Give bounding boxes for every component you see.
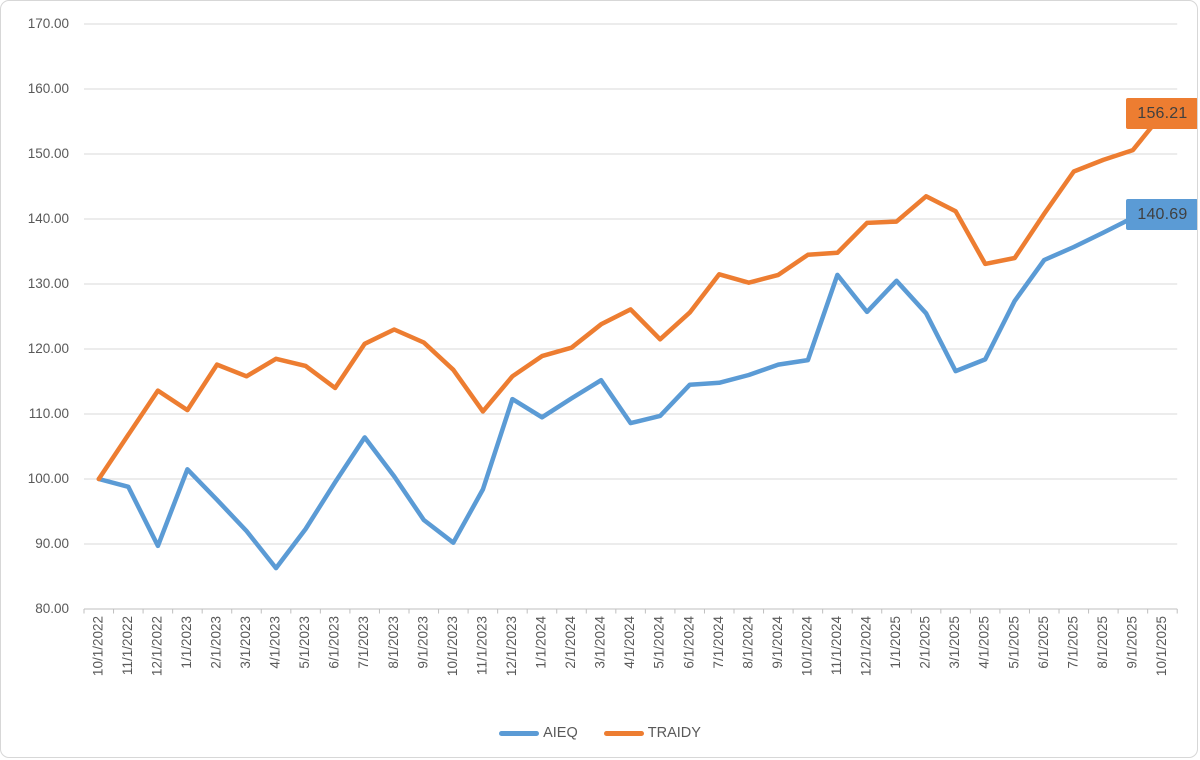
x-axis-tick-label: 8/1/2024 [740,616,755,669]
x-axis-tick-label: 3/1/2023 [238,616,253,669]
x-axis-tick-label: 11/1/2024 [829,616,844,676]
x-axis-tick-label: 6/1/2024 [681,616,696,669]
x-axis-tick-label: 8/1/2025 [1095,616,1110,669]
x-axis-tick-label: 5/1/2023 [297,616,312,669]
series-line-aieq [96,212,1165,571]
y-axis-tick-label: 100.00 [28,471,69,486]
legend-item-traidy[interactable]: TRAIDY [603,725,701,741]
y-axis-tick-label: 130.00 [28,276,69,291]
x-axis-tick-label: 2/1/2025 [918,616,933,669]
x-axis-tick-label: 7/1/2025 [1065,616,1080,669]
x-axis-tick-label: 10/1/2023 [445,616,460,676]
x-axis-tick-label: 11/1/2022 [120,616,135,675]
x-axis-tick-label: 3/1/2024 [593,616,608,669]
aieq-line-swatch-icon [499,730,540,736]
traidy-line-swatch-icon [603,730,644,736]
x-axis-tick-label: 2/1/2024 [563,616,578,669]
y-axis-tick-label: 90.00 [35,536,69,551]
y-axis-tick-label: 170.00 [28,16,69,31]
x-axis-tick-label: 5/1/2025 [1006,616,1021,669]
x-axis-tick-label: 7/1/2024 [711,616,726,669]
legend: AIEQ TRAIDY [1,720,1197,746]
data-label-traidy[interactable]: 156.21 [1126,98,1197,130]
x-axis-tick-label: 7/1/2023 [356,616,371,669]
y-axis-tick-label: 140.00 [28,211,69,226]
x-axis-tick-label: 10/1/2022 [90,616,105,676]
legend-item-aieq[interactable]: AIEQ [499,725,578,741]
x-axis-tick-label: 12/1/2022 [149,616,164,676]
x-axis-tick-label: 2/1/2023 [209,616,224,669]
x-axis-tick-label: 6/1/2025 [1036,616,1051,669]
x-axis-tick-label: 4/1/2025 [977,616,992,669]
x-axis-tick-label: 6/1/2023 [327,616,342,669]
x-axis-tick-label: 1/1/2025 [888,616,903,669]
x-axis-tick-label: 10/1/2024 [799,616,814,677]
x-axis-tick-label: 3/1/2025 [947,616,962,669]
x-axis-tick-label: 9/1/2025 [1124,616,1139,669]
y-axis-tick-label: 80.00 [35,601,69,616]
x-axis-tick-label: 4/1/2023 [268,616,283,669]
x-axis-tick-label: 5/1/2024 [652,616,667,669]
x-axis-tick-label: 12/1/2023 [504,616,519,676]
x-axis-tick-label: 9/1/2023 [415,616,430,669]
legend-label-aieq: AIEQ [543,725,578,741]
y-axis-tick-label: 120.00 [28,341,69,356]
x-axis-tick-label: 4/1/2024 [622,616,637,669]
series-line-traidy [96,111,1165,482]
x-axis-tick-label: 11/1/2023 [474,616,489,675]
x-axis-tick-label: 1/1/2023 [179,616,194,669]
x-axis-tick-label: 12/1/2024 [859,616,874,677]
y-axis-tick-label: 160.00 [28,81,69,96]
y-axis-tick-label: 110.00 [29,406,69,421]
y-axis-tick-label: 150.00 [28,146,69,161]
x-axis-tick-label: 9/1/2024 [770,616,785,669]
data-label-aieq[interactable]: 140.69 [1126,199,1197,230]
legend-label-traidy: TRAIDY [647,725,701,741]
x-axis-tick-label: 8/1/2023 [386,616,401,669]
x-axis-tick-label: 10/1/2025 [1154,616,1169,676]
x-axis-tick-label: 1/1/2024 [534,616,549,669]
